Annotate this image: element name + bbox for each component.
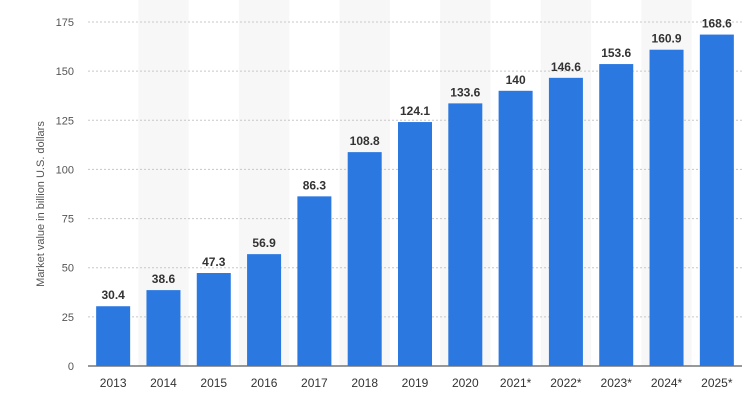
x-tick-label: 2014 bbox=[150, 376, 177, 390]
x-tick-label: 2022* bbox=[550, 376, 582, 390]
y-tick-label: 125 bbox=[56, 115, 74, 127]
x-tick-label: 2016 bbox=[251, 376, 278, 390]
y-tick-label: 50 bbox=[62, 263, 74, 275]
bar-2021 bbox=[498, 90, 533, 367]
x-tick-label: 2020 bbox=[452, 376, 479, 390]
bar-2017 bbox=[297, 196, 332, 366]
x-tick-label: 2021* bbox=[500, 376, 532, 390]
y-tick-label: 25 bbox=[62, 312, 74, 324]
data-label: 124.1 bbox=[400, 104, 430, 118]
bar-2018 bbox=[347, 152, 382, 366]
bar-2022 bbox=[548, 77, 583, 366]
x-tick-labels: 2013 2014 2015 2016 2017 2018 2019 2020 2021* 202… bbox=[100, 376, 733, 390]
data-label: 140 bbox=[506, 73, 526, 87]
bar-2019 bbox=[398, 122, 432, 366]
data-label: 56.9 bbox=[252, 236, 276, 250]
data-label: 47.3 bbox=[202, 255, 226, 269]
bar-2025 bbox=[699, 34, 734, 367]
y-tick-label: 175 bbox=[56, 17, 74, 29]
x-tick-label: 2015 bbox=[200, 376, 227, 390]
bar-2016 bbox=[247, 254, 282, 366]
data-label: 30.4 bbox=[101, 288, 125, 302]
data-label: 153.6 bbox=[601, 46, 631, 60]
x-tick-label: 2013 bbox=[100, 376, 127, 390]
y-tick-label: 0 bbox=[68, 361, 74, 373]
x-tick-label: 2019 bbox=[402, 376, 429, 390]
data-label: 38.6 bbox=[152, 272, 176, 286]
y-tick-label: 100 bbox=[56, 164, 74, 176]
x-tick-label: 2024* bbox=[651, 376, 683, 390]
bar-2014 bbox=[146, 290, 181, 366]
data-label: 160.9 bbox=[652, 32, 682, 46]
bars bbox=[96, 34, 734, 367]
bar-2013 bbox=[96, 306, 131, 366]
x-tick-label: 2017 bbox=[301, 376, 328, 390]
data-label: 108.8 bbox=[350, 134, 380, 148]
data-label: 168.6 bbox=[702, 17, 732, 31]
bar-2023 bbox=[599, 64, 634, 366]
y-axis-title: Market value in billion U.S. dollars bbox=[35, 121, 47, 287]
bar-2024 bbox=[649, 49, 684, 366]
y-tick-labels: 0 25 50 75 100 125 150 175 bbox=[56, 17, 74, 373]
x-tick-label: 2018 bbox=[351, 376, 378, 390]
data-label: 133.6 bbox=[450, 85, 480, 99]
x-tick-label: 2025* bbox=[701, 376, 733, 390]
bar-2015 bbox=[196, 273, 231, 366]
x-tick-label: 2023* bbox=[601, 376, 633, 390]
y-tick-label: 75 bbox=[62, 214, 74, 226]
data-labels: 30.4 38.6 47.3 56.9 86.3 108.8 124.1 133.6 140 14… bbox=[101, 17, 732, 303]
data-label: 146.6 bbox=[551, 60, 581, 74]
data-label: 86.3 bbox=[303, 178, 327, 192]
y-tick-label: 150 bbox=[56, 66, 74, 78]
bar-2020 bbox=[448, 103, 483, 367]
